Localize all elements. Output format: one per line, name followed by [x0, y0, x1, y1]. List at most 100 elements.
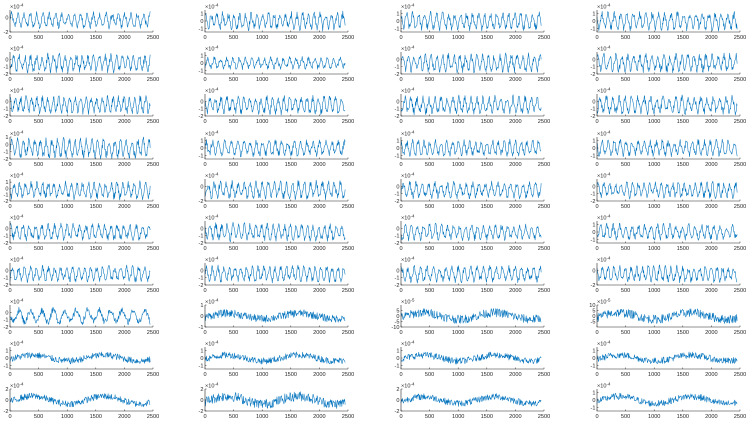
x-tick-label: 0 [595, 119, 598, 125]
x-tick-label: 2000 [509, 414, 521, 420]
subplot-r2-c1: 0 500 1000 1500 2000 2500-2-10×10-4 [4, 45, 160, 84]
y-tick-label: -2 [395, 241, 400, 247]
y-tick-label: -1 [591, 107, 596, 113]
y-tick-label: -2 [4, 283, 9, 289]
y-tick-label: 0 [5, 142, 8, 148]
x-tick-label: 2500 [342, 204, 354, 210]
x-tick-label: 500 [229, 246, 238, 252]
x-tick-label: 1500 [90, 330, 102, 336]
x-tick-label: 1500 [285, 330, 297, 336]
x-tick-label: 2000 [509, 77, 521, 83]
y-exponent-label: ×10-4 [10, 87, 24, 95]
x-tick-label: 2500 [538, 246, 550, 252]
y-tick-label: 0 [396, 99, 399, 105]
series-line [400, 351, 542, 365]
series-line [400, 222, 542, 242]
y-tick-label: 0 [200, 19, 203, 25]
subplot-r4-c3: 0 500 1000 1500 2000 2500-101×10-4 [395, 130, 551, 169]
y-tick-label: -2 [395, 409, 400, 415]
axes-frame [9, 94, 153, 117]
series-line [9, 136, 151, 160]
x-tick-label: 0 [8, 77, 11, 83]
y-tick-label: -1 [591, 65, 596, 71]
x-tick-label: 2500 [342, 77, 354, 83]
x-tick-label: 0 [203, 288, 206, 294]
subplot-r10-c4: 0 500 1000 1500 2000 2500-101×10-4 [591, 382, 747, 421]
y-tick-label: 1 [200, 54, 203, 60]
y-tick-label: 0 [200, 184, 203, 190]
y-exponent-label: ×10-4 [205, 172, 219, 180]
y-tick-label: 0 [592, 146, 595, 152]
subplot-r5-c4: 0 500 1000 1500 2000 2500-2-10×10-4 [591, 172, 747, 211]
x-tick-label: 500 [621, 162, 630, 168]
y-tick-label: 1 [5, 180, 8, 186]
x-tick-label: 2000 [313, 204, 325, 210]
series-line [596, 138, 738, 158]
x-tick-label: 1000 [452, 330, 464, 336]
x-tick-label: 500 [34, 372, 43, 378]
subplot-r6-c4: 0 500 1000 1500 2000 2500-101×10-4 [591, 214, 747, 253]
x-tick-label: 2000 [313, 330, 325, 336]
x-tick-label: 0 [8, 414, 11, 420]
y-tick-label: 0 [5, 186, 8, 192]
x-tick-label: 2500 [147, 246, 159, 252]
subplot-r1-c4: 0 500 1000 1500 2000 2500-101×10-4 [591, 3, 747, 42]
x-tick-label: 0 [399, 77, 402, 83]
y-tick-label: -1 [4, 193, 9, 199]
y-exponent-label: ×10-4 [205, 256, 219, 264]
y-tick-label: 0 [200, 99, 203, 105]
y-exponent-label: ×10-4 [401, 45, 415, 53]
x-tick-label: 500 [425, 246, 434, 252]
y-tick-label: 1 [5, 349, 8, 355]
x-tick-label: 1000 [256, 204, 268, 210]
subplot-r9-c1: 0 500 1000 1500 2000 2500-101×10-4 [4, 340, 160, 379]
y-tick-label: 1 [200, 139, 203, 145]
y-tick-label: -2 [591, 114, 596, 120]
x-tick-label: 1000 [452, 162, 464, 168]
x-tick-label: 2000 [118, 162, 130, 168]
y-exponent-label: ×10-4 [597, 214, 611, 222]
x-tick-label: 500 [229, 288, 238, 294]
series-line [596, 52, 738, 74]
y-tick-label: 0 [5, 268, 8, 274]
subplot-r9-c3: 0 500 1000 1500 2000 2500-101×10-4 [395, 340, 551, 379]
y-tick-label: -1 [4, 318, 9, 324]
x-tick-label: 2000 [313, 162, 325, 168]
y-tick-label: 0 [592, 314, 595, 320]
x-tick-label: 1500 [677, 119, 689, 125]
x-tick-label: 2500 [147, 414, 159, 420]
x-tick-label: 2000 [705, 35, 717, 41]
y-tick-label: 0 [592, 268, 595, 274]
axes-frame [204, 10, 348, 33]
x-tick-label: 2000 [705, 330, 717, 336]
y-exponent-label: ×10-4 [10, 256, 24, 264]
axes-frame [400, 179, 544, 202]
y-tick-label: 1 [396, 139, 399, 145]
x-tick-label: 0 [399, 35, 402, 41]
series-line [596, 264, 738, 284]
axes-frame [596, 94, 740, 117]
y-tick-label: -2 [199, 409, 204, 415]
y-tick-label: 0 [5, 226, 8, 232]
y-exponent-label: ×10-4 [597, 256, 611, 264]
x-tick-label: 2500 [538, 372, 550, 378]
series-line [400, 264, 542, 284]
x-tick-label: 0 [595, 162, 598, 168]
x-tick-label: 1000 [452, 288, 464, 294]
series-line [400, 10, 542, 32]
y-tick-label: -2 [395, 72, 400, 78]
x-tick-label: 1000 [61, 162, 73, 168]
series-line [9, 52, 151, 74]
x-tick-label: 1500 [285, 288, 297, 294]
x-tick-label: 500 [229, 204, 238, 210]
x-tick-label: 1000 [256, 119, 268, 125]
subplot-r8-c2: 0 500 1000 1500 2000 2500-101×10-4 [199, 298, 355, 337]
y-tick-label: -1 [591, 192, 596, 198]
subplot-r2-c2: 0 500 1000 1500 2000 2500-101×10-4 [199, 45, 355, 84]
x-tick-label: 0 [203, 77, 206, 83]
y-tick-label: -1 [395, 65, 400, 71]
series-line [400, 180, 542, 200]
x-tick-label: 1000 [452, 246, 464, 252]
x-tick-label: 500 [34, 35, 43, 41]
x-tick-label: 2500 [342, 414, 354, 420]
